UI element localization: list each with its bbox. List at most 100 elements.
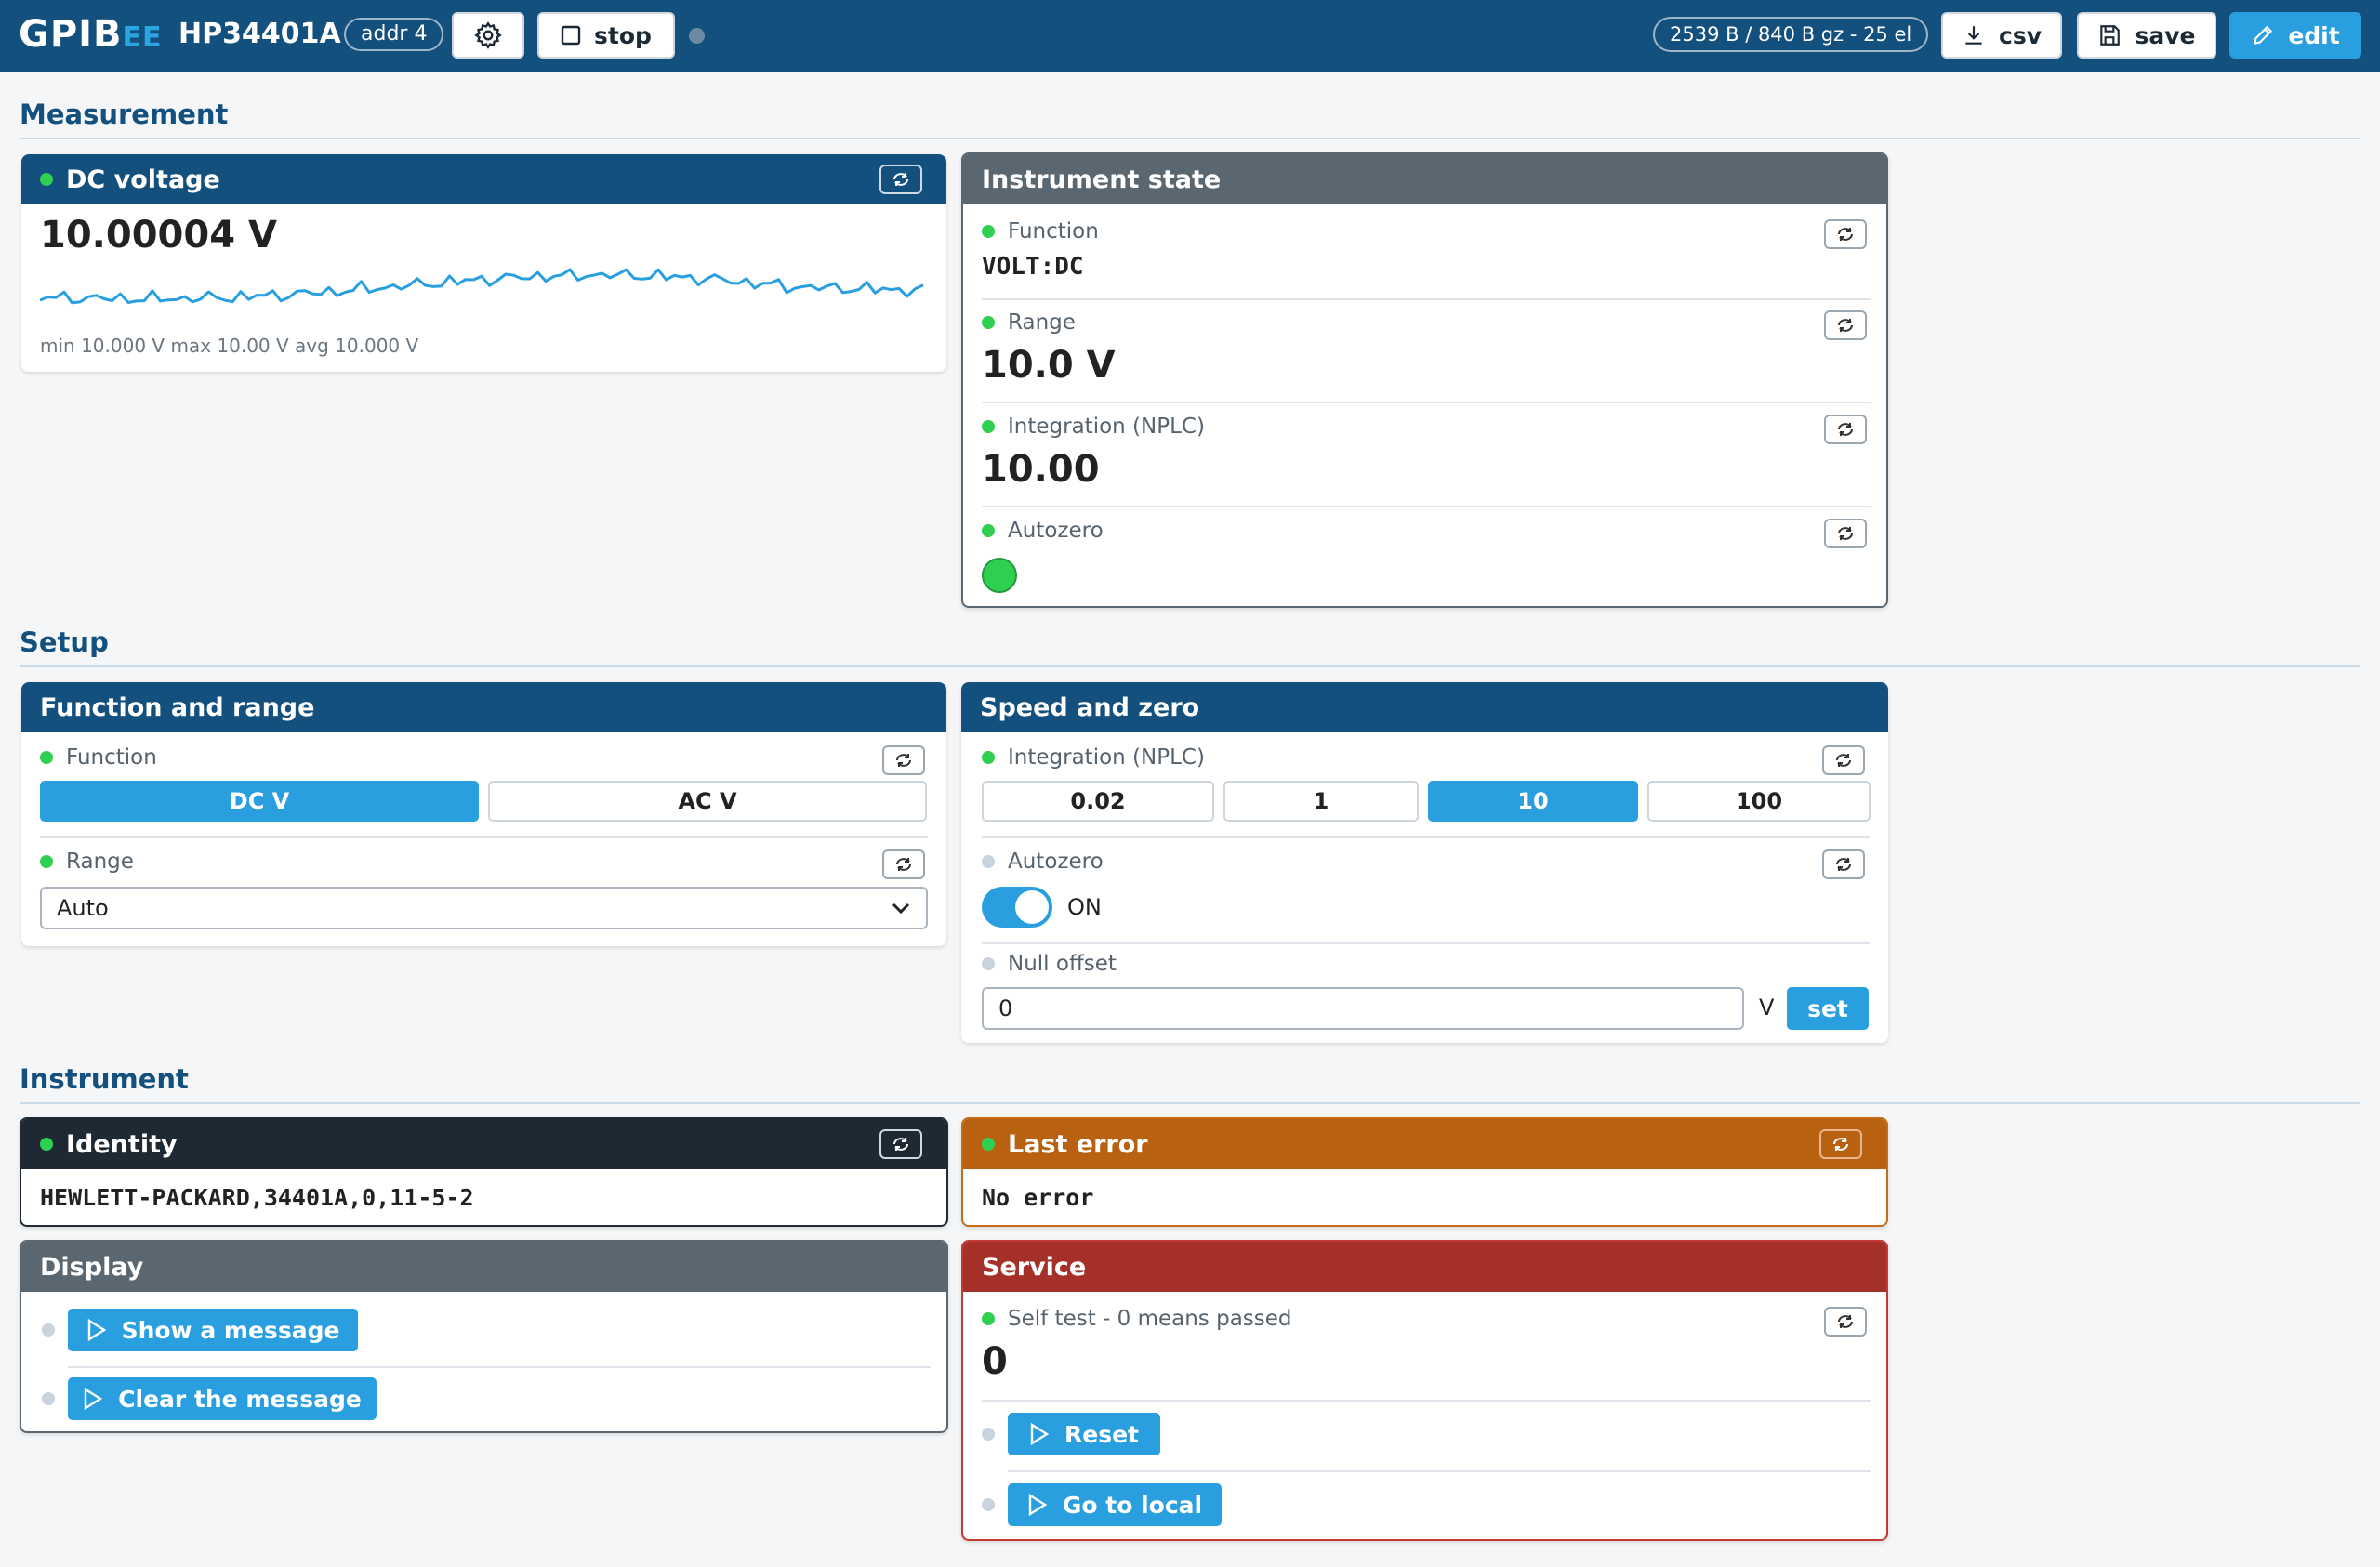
clear-message-button[interactable]: Clear the message [68, 1377, 377, 1420]
refresh-icon [1833, 1138, 1848, 1151]
function-range-card: Function and range Function DC V AC V Ra… [21, 682, 946, 946]
go-to-local-button[interactable]: Go to local [1008, 1483, 1222, 1526]
divider [982, 836, 1870, 838]
nplc-option-10[interactable]: 10 [1428, 781, 1638, 822]
refresh-icon [1836, 754, 1851, 767]
range-select[interactable]: Auto [40, 887, 928, 929]
instrument-state-card: Instrument state Function VOLT:DC Range … [961, 152, 1888, 608]
range-value: 10.0 V [982, 344, 1116, 387]
refresh-autozero-button[interactable] [1822, 849, 1865, 879]
nplc-field-label: Integration (NPLC) [982, 415, 1205, 439]
card-header: Service [963, 1242, 1886, 1292]
divider [982, 298, 1871, 300]
play-icon [1030, 1423, 1050, 1445]
function-field-label: Function [982, 219, 1099, 244]
nplc-option-1[interactable]: 1 [1223, 781, 1419, 822]
service-card: Service Self test - 0 means passed 0 Res… [961, 1240, 1888, 1541]
card-header: Display [21, 1242, 946, 1292]
refresh-identity-button[interactable] [879, 1129, 922, 1159]
refresh-icon [893, 173, 908, 186]
status-dot [982, 524, 995, 537]
function-option-ac-v[interactable]: AC V [488, 781, 927, 822]
refresh-function-button[interactable] [882, 745, 925, 775]
status-dot [40, 173, 53, 186]
function-value: VOLT:DC [982, 253, 1084, 281]
autozero-field-label: Autozero [982, 519, 1104, 543]
function-field-label: Function [40, 745, 157, 770]
status-dot [982, 1312, 995, 1325]
null-offset-input[interactable]: 0 [982, 987, 1744, 1030]
gear-icon [474, 21, 502, 49]
status-dot [42, 1392, 55, 1405]
refresh-icon [1838, 423, 1853, 436]
set-null-offset-button[interactable]: set [1787, 987, 1869, 1030]
divider [68, 1366, 931, 1368]
divider [1008, 1470, 1871, 1472]
status-dot [42, 1323, 55, 1337]
csv-button[interactable]: csv [1941, 12, 2062, 59]
status-dot [40, 1138, 53, 1151]
status-dot [982, 225, 995, 238]
speed-zero-card: Speed and zero Integration (NPLC) 0.02 1… [961, 682, 1888, 1043]
toggle-knob [1015, 890, 1049, 924]
card-header: Identity [21, 1119, 946, 1169]
refresh-range-button[interactable] [882, 849, 925, 879]
edit-button[interactable]: edit [2229, 12, 2361, 59]
self-test-field-label: Self test - 0 means passed [982, 1307, 1292, 1331]
card-title: Display [40, 1252, 144, 1282]
payload-stats-badge: 2539 B / 840 B gz - 25 el [1653, 17, 1929, 52]
play-icon [84, 1388, 103, 1410]
refresh-range-button[interactable] [1824, 310, 1867, 340]
nplc-option-100[interactable]: 100 [1647, 781, 1871, 822]
voltage-sparkline [40, 268, 924, 305]
refresh-icon [1838, 527, 1853, 540]
reset-button[interactable]: Reset [1008, 1413, 1160, 1455]
last-error-value: No error [982, 1184, 1094, 1211]
card-title: Instrument state [982, 165, 1222, 194]
device-name: HP34401A [178, 18, 341, 50]
divider [982, 1400, 1871, 1402]
refresh-nplc-button[interactable] [1822, 745, 1865, 775]
stop-button[interactable]: stop [537, 12, 675, 59]
floppy-disk-icon [2100, 25, 2121, 46]
section-title-measurement: Measurement [20, 99, 229, 130]
refresh-autozero-button[interactable] [1824, 519, 1867, 548]
status-dot [982, 957, 995, 970]
top-bar: GPIBEE HP34401A addr 4 stop 2539 B / 840… [0, 0, 2380, 72]
autozero-toggle[interactable] [982, 887, 1052, 928]
autozero-field-label: Autozero [982, 849, 1104, 874]
status-dot [40, 751, 53, 764]
section-divider [20, 138, 2360, 139]
identity-card: Identity HEWLETT-PACKARD,34401A,0,11-5-2 [20, 1117, 948, 1227]
show-message-button[interactable]: Show a message [68, 1309, 358, 1351]
status-dot [982, 1428, 995, 1441]
divider [40, 836, 928, 838]
range-field-label: Range [982, 310, 1076, 335]
identity-value: HEWLETT-PACKARD,34401A,0,11-5-2 [40, 1184, 474, 1211]
nplc-option-0-02[interactable]: 0.02 [982, 781, 1214, 822]
refresh-self-test-button[interactable] [1824, 1307, 1867, 1337]
card-header: Function and range [21, 682, 946, 732]
refresh-nplc-button[interactable] [1824, 415, 1867, 444]
save-button[interactable]: save [2077, 12, 2216, 59]
card-title: Service [982, 1252, 1087, 1282]
status-dot [982, 751, 995, 764]
function-option-dc-v[interactable]: DC V [40, 781, 479, 822]
refresh-icon [893, 1138, 908, 1151]
refresh-icon [1836, 858, 1851, 871]
card-title: Last error [1008, 1129, 1148, 1159]
card-title: Speed and zero [980, 692, 1200, 722]
null-offset-field-label: Null offset [982, 952, 1117, 976]
refresh-button[interactable] [879, 165, 922, 194]
section-title-instrument: Instrument [20, 1063, 189, 1095]
self-test-value: 0 [982, 1340, 1008, 1383]
refresh-error-button[interactable] [1819, 1129, 1862, 1159]
refresh-icon [896, 754, 911, 767]
settings-button[interactable] [452, 12, 524, 59]
range-field-label: Range [40, 849, 134, 874]
card-header: Speed and zero [961, 682, 1888, 732]
autozero-state-label: ON [1067, 894, 1102, 920]
dc-voltage-card: DC voltage 10.00004 V min 10.000 V max 1… [21, 154, 946, 372]
refresh-function-button[interactable] [1824, 219, 1867, 249]
refresh-icon [896, 858, 911, 871]
